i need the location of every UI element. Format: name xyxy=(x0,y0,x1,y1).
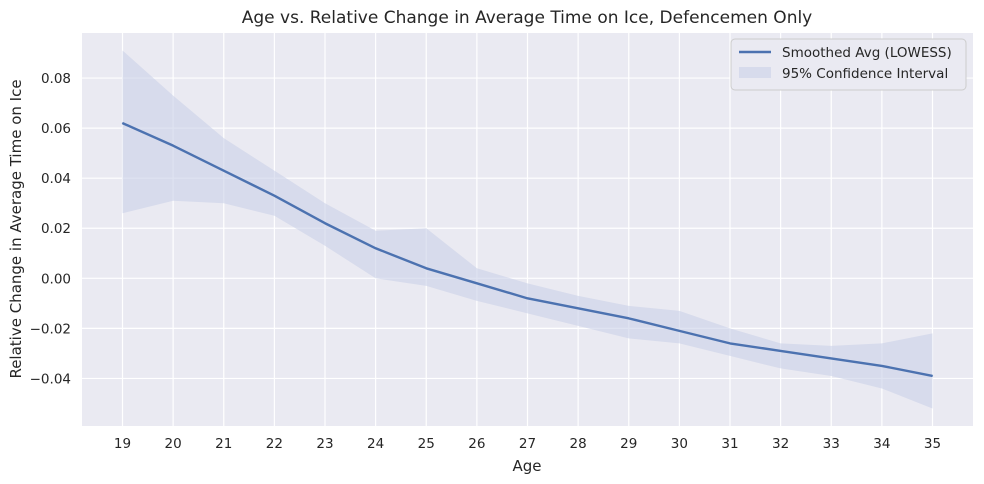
line-layer xyxy=(121,122,934,378)
x-tick-label: 28 xyxy=(570,436,587,452)
y-tick-labels: 0.08 0.06 0.04 0.02 0.00 −0.02 −0.04 xyxy=(30,71,71,387)
y-tick-label: 0.08 xyxy=(41,71,71,87)
x-tick-label: 30 xyxy=(671,436,688,452)
y-tick-label: −0.02 xyxy=(30,321,71,337)
confidence-band-layer xyxy=(122,50,933,409)
line-point xyxy=(881,365,883,367)
legend-band-swatch xyxy=(739,67,771,78)
x-tick-labels: 19 20 21 22 23 24 25 26 27 28 29 30 31 32 33 34 35 xyxy=(114,436,941,452)
y-tick-label: 0.00 xyxy=(41,271,71,287)
line-point xyxy=(729,342,731,344)
line-point xyxy=(375,247,377,249)
x-tick-label: 19 xyxy=(114,436,131,452)
y-tick-label: −0.04 xyxy=(30,371,71,387)
x-tick-label: 20 xyxy=(165,436,182,452)
line-point xyxy=(931,375,934,377)
line-point xyxy=(678,330,680,332)
line-point xyxy=(526,297,529,299)
y-tick-label: 0.02 xyxy=(41,221,71,237)
x-tick-label: 29 xyxy=(620,436,637,452)
y-axis-label: Relative Change in Average Time on Ice xyxy=(7,79,25,378)
line-point xyxy=(121,122,124,124)
x-tick-label: 25 xyxy=(418,436,435,452)
line-point xyxy=(780,350,782,352)
line-point xyxy=(628,317,630,319)
line-point xyxy=(476,282,478,284)
grid xyxy=(82,33,973,426)
x-tick-label: 26 xyxy=(468,436,485,452)
line-point xyxy=(273,195,275,197)
x-tick-label: 24 xyxy=(367,436,384,452)
legend-box xyxy=(730,38,967,91)
confidence-band xyxy=(122,50,933,409)
x-tick-label: 33 xyxy=(823,436,840,452)
x-tick-label: 27 xyxy=(519,436,536,452)
x-tick-label: 34 xyxy=(873,436,890,452)
x-axis-label: Age xyxy=(512,457,541,475)
y-tick-label: 0.06 xyxy=(41,121,71,137)
line-point xyxy=(324,222,326,224)
x-tick-label: 31 xyxy=(721,436,738,452)
line-point xyxy=(830,357,832,360)
chart-title: Age vs. Relative Change in Average Time … xyxy=(242,8,813,28)
line-point xyxy=(577,307,579,309)
legend-label-ci: 95% Confidence Interval xyxy=(782,66,948,82)
line-point xyxy=(223,170,225,172)
x-tick-label: 21 xyxy=(215,436,232,452)
line-point xyxy=(425,267,427,269)
x-tick-label: 23 xyxy=(316,436,333,452)
line-point xyxy=(172,145,174,147)
x-tick-label: 22 xyxy=(266,436,283,452)
legend-label-smoothed: Smoothed Avg (LOWESS) xyxy=(782,45,952,61)
legend: Smoothed Avg (LOWESS) 95% Confidence Int… xyxy=(730,38,967,91)
y-tick-label: 0.04 xyxy=(41,171,71,187)
x-tick-label: 32 xyxy=(772,436,789,452)
x-tick-label: 35 xyxy=(924,436,941,452)
